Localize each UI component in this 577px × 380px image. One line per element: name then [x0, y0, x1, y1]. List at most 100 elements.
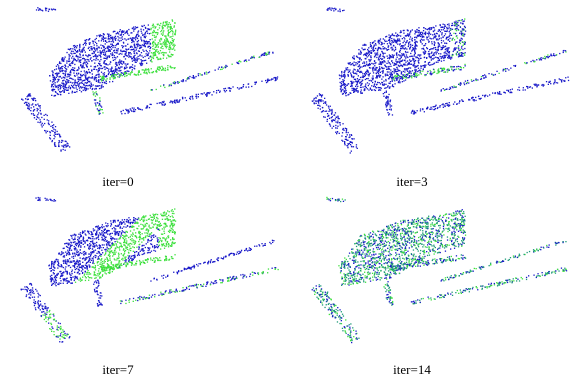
point [434, 27, 435, 28]
point [97, 265, 98, 266]
point [65, 86, 66, 87]
point [435, 25, 436, 26]
point [368, 85, 369, 86]
point [140, 224, 141, 225]
point [396, 76, 397, 77]
point [423, 49, 424, 50]
point [346, 128, 347, 129]
point [403, 78, 404, 79]
point [93, 59, 94, 60]
point [385, 80, 386, 81]
point [420, 42, 421, 43]
point [83, 244, 84, 245]
point [91, 49, 92, 50]
point [358, 57, 359, 58]
point [455, 33, 456, 34]
point [79, 83, 80, 84]
point [112, 37, 113, 38]
point [80, 54, 81, 55]
point [382, 85, 383, 86]
point [449, 25, 450, 26]
point [101, 79, 102, 80]
point [141, 219, 142, 220]
point [354, 79, 355, 80]
point [119, 40, 120, 41]
point [415, 112, 416, 113]
point [66, 60, 67, 61]
point [337, 121, 338, 122]
point [389, 86, 390, 87]
point [333, 10, 334, 11]
point [360, 71, 361, 72]
point [411, 50, 412, 51]
point [146, 223, 147, 224]
point [66, 278, 67, 279]
point [189, 76, 190, 77]
point [33, 113, 34, 114]
point [544, 56, 545, 57]
point [41, 124, 42, 125]
point [139, 247, 140, 248]
point [368, 78, 369, 79]
point [368, 52, 369, 53]
point [403, 64, 404, 65]
point [409, 72, 410, 73]
point [477, 79, 478, 80]
point [417, 71, 418, 72]
point [37, 7, 38, 8]
point [146, 63, 147, 64]
point [342, 84, 343, 85]
point [164, 44, 165, 45]
point [76, 91, 77, 92]
point [174, 224, 175, 225]
point [121, 232, 122, 233]
point [343, 128, 344, 129]
point [232, 64, 233, 65]
point [452, 23, 453, 24]
point [55, 126, 56, 127]
point [144, 43, 145, 44]
point [172, 54, 173, 55]
point [99, 82, 100, 83]
point [82, 262, 83, 263]
point [167, 65, 168, 66]
point [107, 64, 108, 65]
point [103, 39, 104, 40]
point [153, 58, 154, 59]
point [68, 280, 69, 281]
point [111, 261, 112, 262]
point [190, 99, 191, 100]
point [405, 44, 406, 45]
point [95, 96, 96, 97]
point [456, 47, 457, 48]
point [392, 62, 393, 63]
point [94, 245, 95, 246]
point [133, 41, 134, 42]
point [101, 72, 102, 73]
point [267, 79, 268, 80]
point [464, 48, 465, 49]
point [132, 37, 133, 38]
point [60, 76, 61, 77]
point [329, 109, 330, 110]
point [75, 59, 76, 60]
point [113, 50, 114, 51]
point [448, 40, 449, 41]
point [130, 236, 131, 237]
point [380, 38, 381, 39]
point [244, 61, 245, 62]
point [392, 71, 393, 72]
point [459, 20, 460, 21]
point [148, 24, 149, 25]
point [462, 53, 463, 54]
point [111, 224, 112, 225]
point [444, 46, 445, 47]
point [378, 59, 379, 60]
point [428, 64, 429, 65]
point [384, 53, 385, 54]
point [342, 79, 343, 80]
point [512, 89, 513, 90]
point [149, 247, 150, 248]
point [456, 28, 457, 29]
point [456, 24, 457, 25]
